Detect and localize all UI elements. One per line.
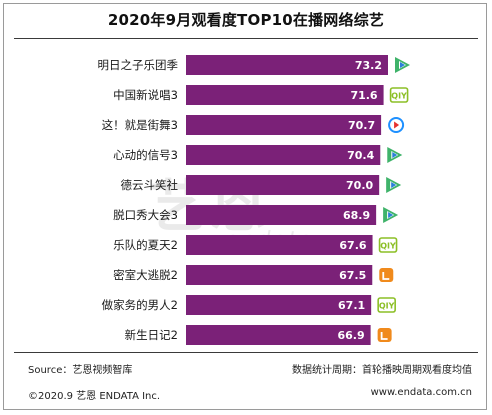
- tencent-logo-core: [388, 212, 394, 218]
- iqiyi-logo-icon: QIY: [389, 87, 409, 103]
- tencent-logo-icon: [386, 177, 402, 193]
- chart-title: 2020年9月观看度TOP10在播网络综艺: [107, 11, 385, 29]
- tencent-logo-core: [392, 152, 398, 158]
- iqiyi-logo-icon: QIY: [377, 297, 396, 313]
- tencent-logo-icon: [387, 147, 403, 163]
- iqiyi-logo-box: [389, 87, 409, 103]
- iqiyi-logo-glyph: QIY: [391, 92, 407, 101]
- category-label: 这！就是街舞3: [102, 118, 178, 132]
- bar: [186, 265, 373, 285]
- value-label: 70.7: [348, 119, 375, 132]
- tencent-logo-icon: [395, 57, 410, 73]
- value-label: 73.2: [355, 59, 382, 72]
- title-divider: [14, 38, 478, 39]
- youku-logo-play: [394, 121, 400, 129]
- period-note: 数据统计周期：首轮播映周期观看度均值: [292, 365, 472, 376]
- tencent-logo-icon: [383, 207, 399, 223]
- bar: [186, 145, 381, 165]
- category-label: 新生日记2: [125, 328, 178, 342]
- tencent-logo-core: [400, 62, 405, 68]
- bar: [186, 205, 377, 225]
- category-label: 密室大逃脱2: [113, 268, 178, 282]
- iqiyi-logo-glyph: QIY: [379, 302, 395, 311]
- iqiyi-logo-glyph: QIY: [380, 242, 396, 251]
- value-label: 70.4: [347, 149, 374, 162]
- footer-divider: [14, 352, 478, 353]
- value-label: 67.5: [339, 269, 366, 282]
- category-label: 脱口秀大会3: [113, 208, 178, 222]
- youku-logo-icon: [388, 117, 405, 133]
- mango-logo-mark: [382, 272, 390, 280]
- bar: [186, 295, 372, 315]
- iqiyi-logo-box: [378, 237, 398, 253]
- bar: [186, 55, 388, 75]
- category-label: 乐队的夏天2: [113, 238, 178, 252]
- mango-logo-icon: [379, 268, 394, 282]
- bar: [186, 235, 373, 255]
- value-label: 67.6: [339, 239, 366, 252]
- iqiyi-logo-icon: QIY: [378, 237, 398, 253]
- chart-frame: [3, 3, 487, 410]
- bar: [186, 175, 380, 195]
- value-label: 71.6: [350, 89, 377, 102]
- value-label: 66.9: [337, 329, 364, 342]
- category-label: 德云斗笑社: [121, 178, 179, 192]
- category-label: 中国新说唱3: [113, 88, 178, 102]
- category-label: 明日之子乐团季: [98, 58, 179, 72]
- bar: [186, 115, 382, 135]
- copyright-note: ©2020.9 艺恩 ENDATA Inc.: [28, 391, 161, 402]
- tencent-logo-core: [391, 182, 397, 188]
- value-label: 68.9: [343, 209, 370, 222]
- website-link[interactable]: www.endata.com.cn: [370, 387, 472, 398]
- mango-logo-mark: [380, 332, 388, 340]
- bar: [186, 85, 384, 105]
- mango-logo-icon: [377, 328, 392, 342]
- iqiyi-logo-box: [377, 297, 396, 313]
- value-label: 67.1: [338, 299, 365, 312]
- category-label: 心动的信号3: [113, 148, 178, 162]
- category-label: 做家务的男人2: [102, 298, 178, 312]
- bar: [186, 325, 371, 345]
- source-note: Source：艺恩视频智库: [28, 365, 133, 376]
- value-label: 70.0: [346, 179, 373, 192]
